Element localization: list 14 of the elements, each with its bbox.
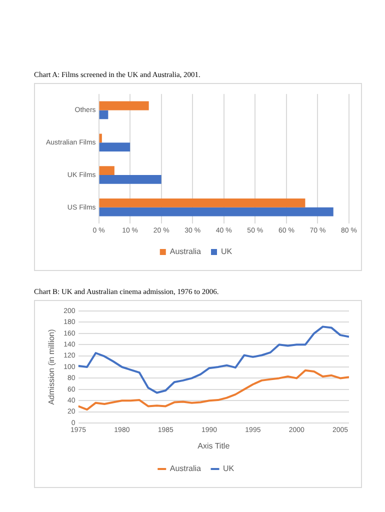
- bar: [99, 166, 114, 175]
- x-axis-title: Axis Title: [198, 441, 230, 450]
- bar: [99, 134, 102, 143]
- legend-label: UK: [221, 247, 233, 256]
- bar: [99, 101, 149, 110]
- y-axis-title: Admission (in million): [47, 328, 56, 405]
- bar: [99, 110, 108, 120]
- bar: [99, 198, 306, 208]
- legend-label: Australia: [170, 464, 202, 474]
- bar: [99, 207, 334, 216]
- bar: [99, 175, 162, 184]
- legend-label: Australia: [170, 247, 202, 256]
- legend-label: UK: [223, 464, 235, 474]
- bar: [99, 142, 130, 152]
